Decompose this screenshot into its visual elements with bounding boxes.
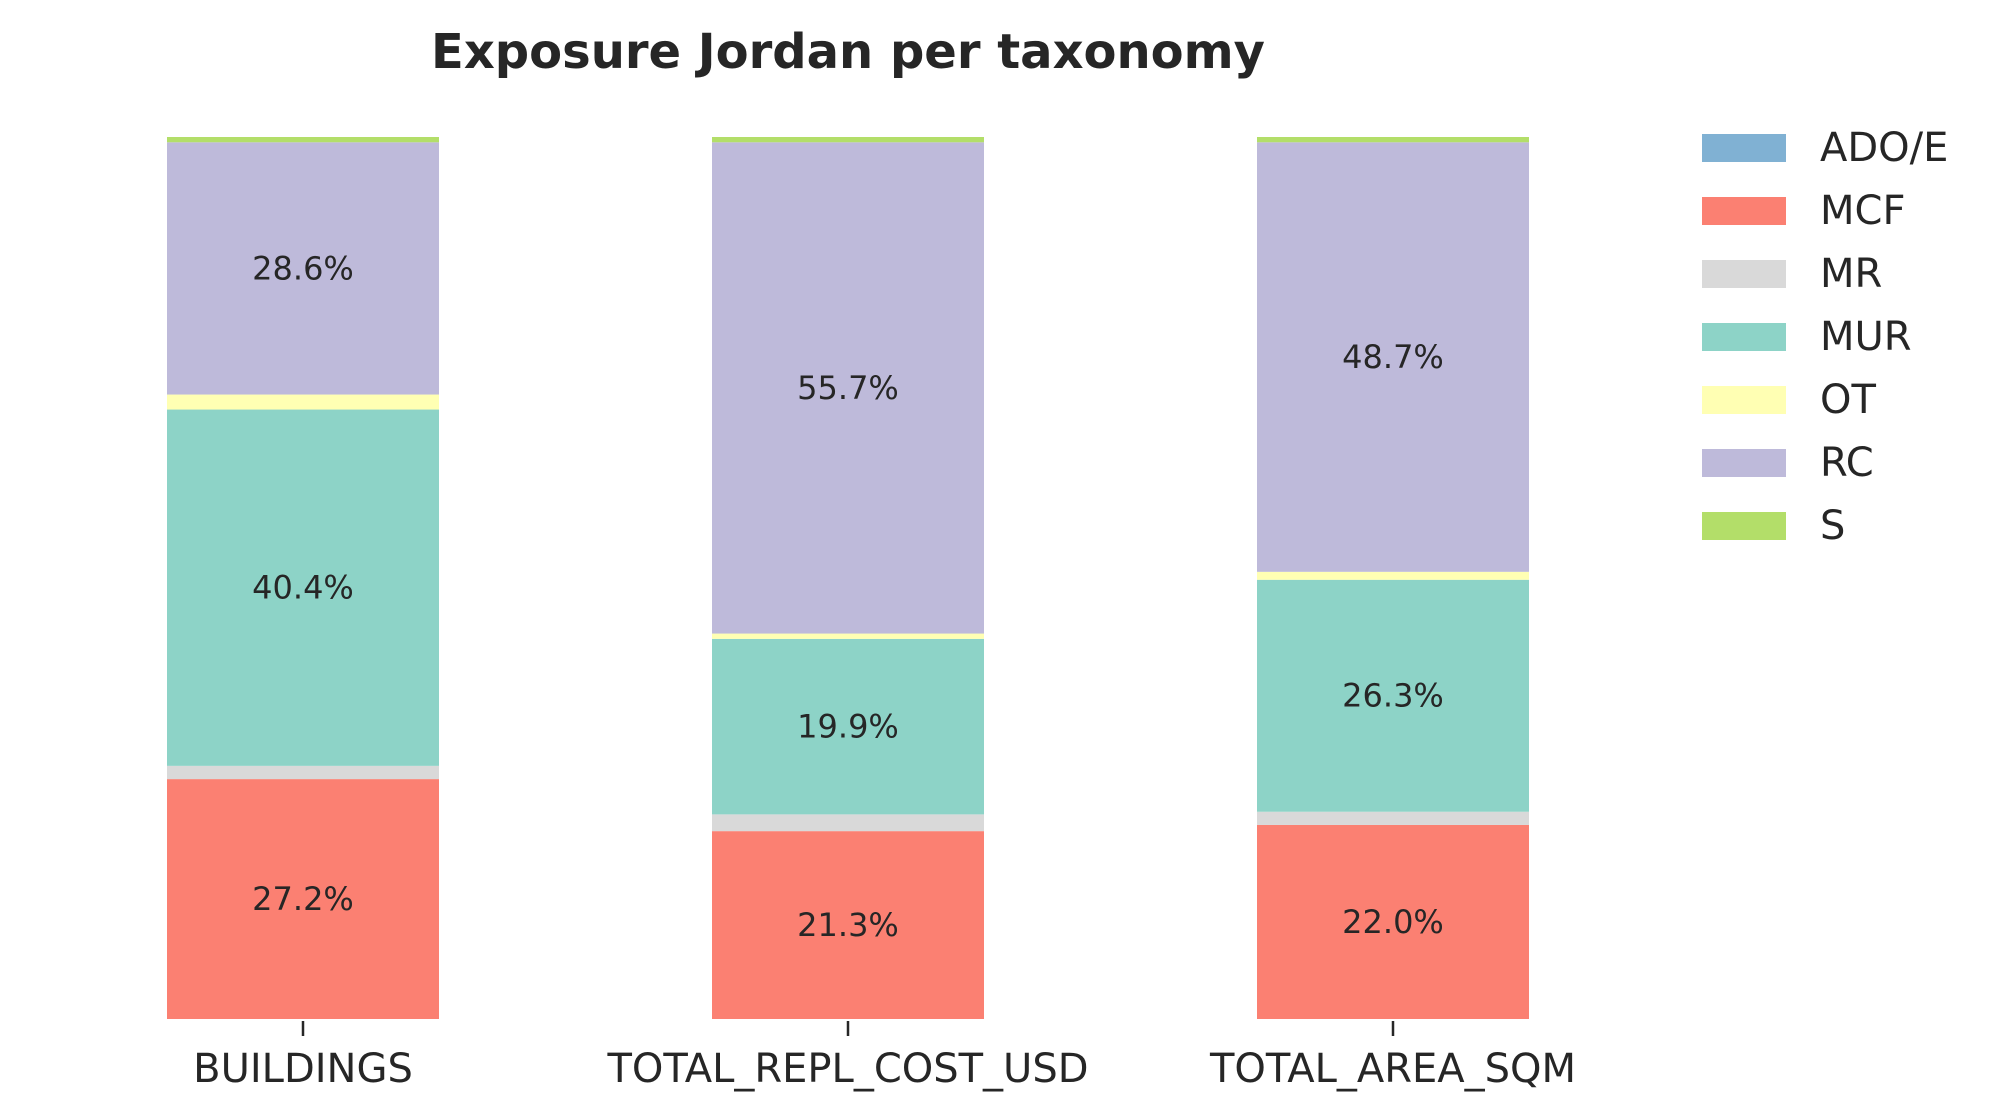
bar-segment-ot-total-area-sqm [1257,571,1529,580]
x-axis: BUILDINGS TOTAL_REPL_COST_USD TOTAL_AREA_S… [193,1021,1576,1092]
bar-segment-s-total-area-sqm [1257,137,1529,143]
bar-segment-ot-buildings [167,394,439,410]
x-tick-label-total-area-sqm: TOTAL_AREA_SQM [1209,1046,1576,1092]
bar-segment-mr-total-area-sqm [1257,811,1529,825]
data-label-mcf-total-repl-cost-usd: 21.3% [797,906,899,944]
legend-swatch-ot [1702,386,1786,414]
legend-label-ado-e: ADO/E [1820,125,1948,171]
bar-segment-mr-buildings [167,765,439,780]
bar-segment-mcf-buildings [167,779,439,1019]
bar-segment-s-total-repl-cost-usd [712,137,984,143]
legend-item-ado-e: ADO/E [1702,125,1948,171]
data-label-rc-buildings: 28.6% [252,249,354,287]
chart-title: Exposure Jordan per taxonomy [431,24,1265,80]
data-label-mcf-buildings: 27.2% [252,880,354,918]
bar-segment-s-buildings [167,137,439,143]
legend-swatch-mur [1702,323,1786,351]
legend-item-mcf: MCF [1702,188,1905,234]
legend-swatch-mr [1702,260,1786,288]
bar-segment-rc-total-repl-cost-usd [712,142,984,634]
bar-segment-mur-total-repl-cost-usd [712,638,984,815]
bars-group [167,137,1529,1019]
bar-segment-mcf-total-repl-cost-usd [712,831,984,1019]
data-label-mur-buildings: 40.4% [252,569,354,607]
legend-label-mr: MR [1820,251,1882,297]
legend-label-s: S [1820,503,1845,549]
data-label-mur-total-area-sqm: 26.3% [1342,677,1444,715]
bar-segment-mcf-total-area-sqm [1257,824,1529,1019]
legend-swatch-ado-e [1702,134,1786,162]
bar-segment-mur-total-area-sqm [1257,579,1529,812]
legend-label-rc: RC [1820,440,1874,486]
legend-label-ot: OT [1820,377,1876,423]
legend-label-mur: MUR [1820,314,1912,360]
legend: ADO/E MCF MR MUR OT RC S [1702,125,1948,549]
legend-swatch-mcf [1702,197,1786,225]
data-labels-group: 27.2% 40.4% 28.6% 21.3% 19.9% 55.7% 22.0% 26.3%… [252,249,1444,944]
bar-segment-ot-total-repl-cost-usd [712,633,984,639]
legend-label-mcf: MCF [1820,188,1905,234]
bar-segment-mr-total-repl-cost-usd [712,814,984,832]
x-tick-label-buildings: BUILDINGS [193,1046,413,1092]
data-label-mur-total-repl-cost-usd: 19.9% [797,708,899,746]
legend-swatch-s [1702,512,1786,540]
legend-item-mur: MUR [1702,314,1912,360]
legend-item-rc: RC [1702,440,1874,486]
bar-segment-rc-buildings [167,142,439,395]
legend-swatch-rc [1702,449,1786,477]
legend-item-s: S [1702,503,1845,549]
data-label-rc-total-repl-cost-usd: 55.7% [797,369,899,407]
data-label-mcf-total-area-sqm: 22.0% [1342,903,1444,941]
data-label-rc-total-area-sqm: 48.7% [1342,338,1444,376]
x-tick-label-total-repl-cost-usd: TOTAL_REPL_COST_USD [606,1046,1088,1092]
legend-item-ot: OT [1702,377,1876,423]
bar-segment-rc-total-area-sqm [1257,142,1529,572]
legend-item-mr: MR [1702,251,1882,297]
bar-segment-mur-buildings [167,409,439,766]
